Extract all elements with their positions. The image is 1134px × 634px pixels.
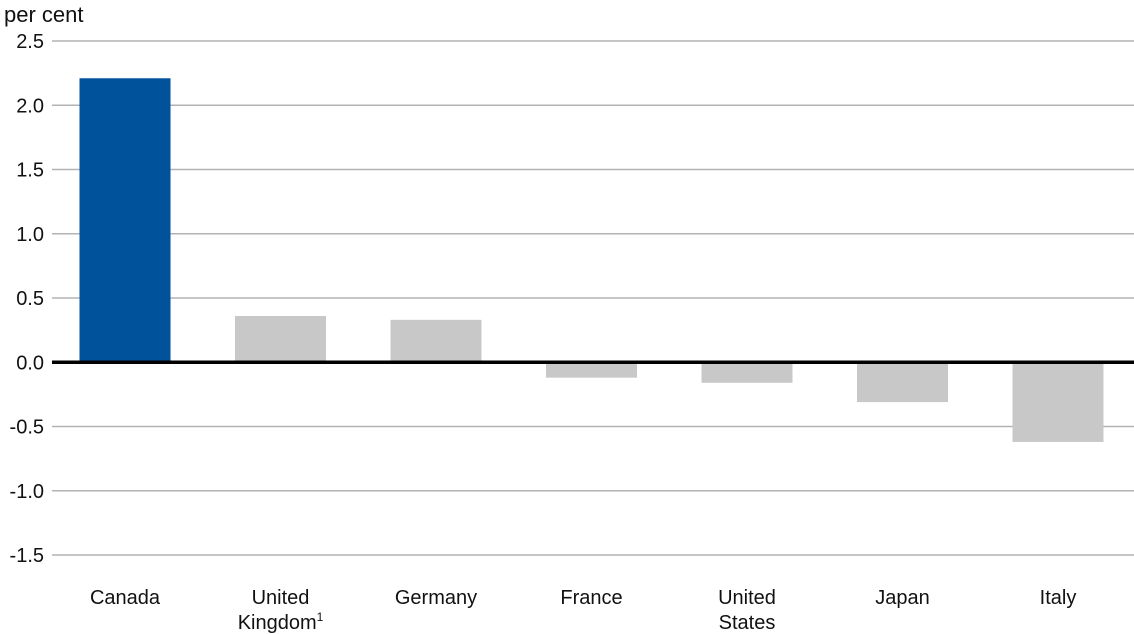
y-tick-label: -1.0 xyxy=(10,481,44,503)
y-tick-label: 2.0 xyxy=(16,95,44,117)
y-tick-label: 1.0 xyxy=(16,224,44,246)
x-category-label: United Kingdom1 xyxy=(238,587,324,634)
y-tick-label: 0.0 xyxy=(16,352,44,374)
bar-united-kingdom xyxy=(235,315,326,363)
bar-united-states xyxy=(701,362,793,383)
y-tick-label: -0.5 xyxy=(10,417,44,439)
y-tick-label: 0.5 xyxy=(16,288,44,310)
x-category-label: France xyxy=(560,587,622,609)
bar-germany xyxy=(390,319,482,363)
x-category-label: Italy xyxy=(1040,587,1077,609)
bar-japan xyxy=(857,362,948,403)
bar-france xyxy=(546,362,637,378)
bar-canada xyxy=(79,78,171,363)
x-category-label: Canada xyxy=(90,587,161,609)
y-tick-label: -1.5 xyxy=(10,545,44,567)
y-tick-label: 1.5 xyxy=(16,160,44,182)
bar-italy xyxy=(1012,362,1104,442)
x-category-label: Germany xyxy=(395,587,477,609)
gridlines xyxy=(52,40,1134,556)
x-category-label: Japan xyxy=(875,587,930,609)
x-axis-category-labels: Canada United Kingdom1 Germany France United S… xyxy=(90,587,1076,634)
bars xyxy=(79,78,1104,442)
y-axis-unit-label: per cent xyxy=(4,2,84,27)
y-axis-tick-labels: 2.5 2.0 1.5 1.0 0.5 0.0 -0.5 -1.0 -1.5 xyxy=(10,31,44,567)
y-tick-label: 2.5 xyxy=(16,31,44,53)
x-category-label: United States xyxy=(718,587,776,634)
